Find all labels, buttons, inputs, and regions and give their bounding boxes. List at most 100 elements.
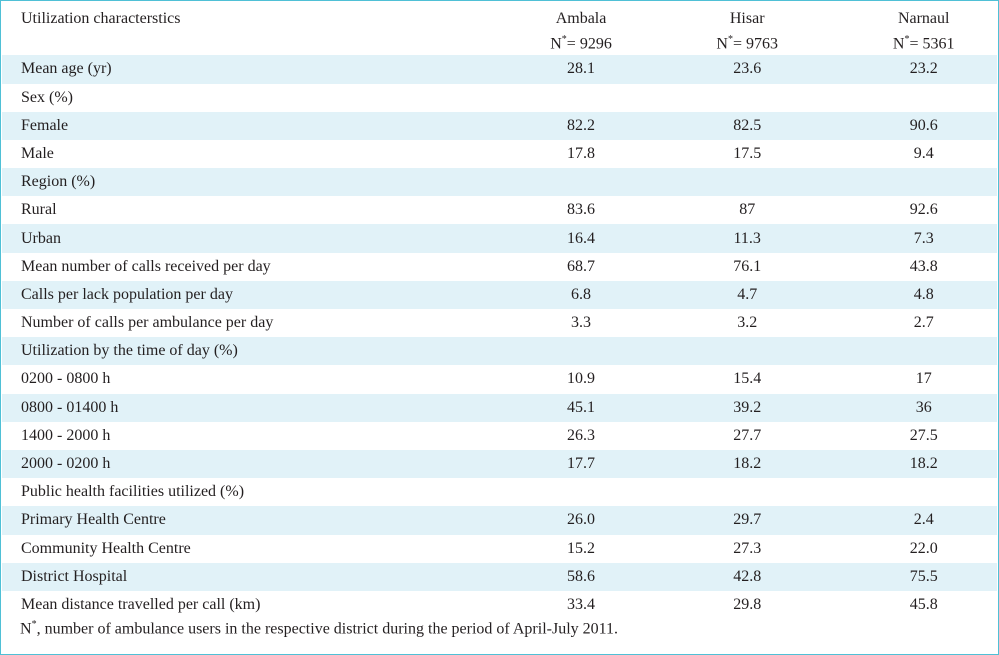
header-district-name: Narnaul: [897, 10, 950, 27]
cell-ambala: [518, 84, 644, 112]
header-ambala: Ambala N*= 9296: [518, 1, 644, 55]
utilization-table: Utilization characterstics Ambala N*= 92…: [2, 1, 997, 620]
row-label: Mean age (yr): [21, 60, 112, 78]
cell-ambala: 16.4: [567, 229, 596, 247]
table-row: 0800 - 01400 h 45.1 39.2 36: [2, 393, 997, 422]
header-district-name: Ambala: [555, 10, 607, 27]
header-narnaul: Narnaul N*= 5361: [850, 1, 997, 55]
cell-hisar: 29.8: [733, 595, 762, 613]
cell-hisar: 17.5: [733, 144, 762, 162]
cell-ambala: 83.6: [567, 201, 596, 219]
cell-hisar: 76.1: [733, 257, 762, 275]
cell-ambala: 6.8: [571, 285, 592, 303]
header-n-sup: *: [561, 34, 567, 45]
cell-narnaul: [850, 478, 997, 506]
header-n-label: N: [550, 35, 562, 53]
header-n-label: N: [892, 35, 905, 53]
cell-hisar: 42.8: [733, 567, 762, 585]
cell-hisar: [644, 168, 850, 196]
table-row: Region (%): [2, 168, 997, 197]
table-row: Male 17.8 17.5 9.4: [2, 139, 997, 169]
cell-narnaul: 2.4: [913, 511, 934, 529]
cell-hisar: 4.7: [737, 285, 758, 303]
cell-narnaul: 4.8: [913, 285, 934, 303]
table-row: Mean age (yr) 28.1 23.6 23.2: [2, 55, 997, 84]
row-label: 0800 - 01400 h: [21, 398, 119, 416]
cell-narnaul: 27.5: [909, 426, 938, 444]
cell-narnaul: 9.4: [913, 144, 934, 162]
header-n-label: N: [716, 35, 728, 53]
cell-narnaul: 22.0: [909, 539, 938, 557]
cell-narnaul: 90.6: [909, 116, 938, 134]
row-label: Calls per lack population per day: [21, 285, 233, 303]
cell-ambala: 3.3: [571, 314, 592, 332]
cell-narnaul: 43.8: [909, 257, 938, 275]
cell-narnaul: 7.3: [913, 229, 934, 247]
table-row: Primary Health Centre 26.0 29.7 2.4: [2, 506, 997, 535]
table-row: Urban 16.4 11.3 7.3: [2, 224, 997, 253]
row-label: Region (%): [21, 173, 96, 191]
row-label: Primary Health Centre: [21, 511, 166, 529]
row-label: Community Health Centre: [21, 539, 191, 557]
header-n-sup: *: [727, 34, 733, 45]
cell-ambala: 15.2: [567, 539, 596, 557]
header-n-value: = 9763: [732, 35, 778, 53]
cell-ambala: 26.3: [567, 426, 596, 444]
header-n-value: = 9296: [566, 35, 612, 53]
row-label: Mean number of calls received per day: [21, 257, 271, 275]
table-row: 0200 - 0800 h 10.9 15.4 17: [2, 365, 997, 394]
cell-ambala: 26.0: [567, 511, 596, 529]
header-hisar: Hisar N*= 9763: [644, 1, 850, 55]
cell-hisar: [644, 84, 850, 112]
table-row: Mean distance travelled per call (km) 33.…: [2, 590, 997, 620]
row-label: Mean distance travelled per call (km): [21, 595, 261, 613]
row-label: Male: [21, 144, 54, 162]
table-row: Number of calls per ambulance per day 3.3…: [2, 309, 997, 338]
table-row: Sex (%): [2, 83, 997, 112]
cell-ambala: [518, 337, 644, 365]
row-label: District Hospital: [21, 567, 128, 585]
table-row: Public health facilities utilized (%): [2, 478, 997, 507]
table-row: Community Health Centre 15.2 27.3 22.0: [2, 534, 997, 563]
row-label: Rural: [21, 201, 57, 219]
header-district-name: Hisar: [729, 10, 765, 27]
cell-ambala: 33.4: [567, 595, 596, 613]
cell-hisar: 39.2: [733, 398, 762, 416]
cell-narnaul: [850, 84, 997, 112]
cell-ambala: 45.1: [567, 398, 596, 416]
table-row: District Hospital 58.6 42.8 75.5: [2, 562, 997, 591]
cell-ambala: 68.7: [567, 257, 596, 275]
header-n-value: = 5361: [909, 35, 955, 53]
cell-hisar: 3.2: [737, 314, 758, 332]
footnote-sup: *: [31, 619, 37, 630]
cell-ambala: 17.7: [567, 455, 596, 473]
cell-hisar: [644, 337, 850, 365]
cell-narnaul: 17: [915, 370, 932, 388]
table-row: Rural 83.6 87 92.6: [2, 196, 997, 225]
row-label: Urban: [21, 229, 61, 247]
header-characteristics: Utilization characterstics: [21, 10, 181, 27]
row-label: 0200 - 0800 h: [21, 370, 111, 388]
cell-narnaul: 2.7: [913, 314, 934, 332]
footnote-mark: N: [20, 620, 32, 638]
table-row: Calls per lack population per day 6.8 4.7 4…: [2, 280, 997, 310]
cell-hisar: 82.5: [733, 116, 762, 134]
row-label: Number of calls per ambulance per day: [21, 314, 274, 332]
cell-ambala: 10.9: [567, 370, 596, 388]
row-label: Female: [21, 116, 69, 134]
table-row: 1400 - 2000 h 26.3 27.7 27.5: [2, 421, 997, 450]
table-row: Utilization by the time of day (%): [2, 337, 997, 366]
cell-hisar: 27.7: [733, 426, 762, 444]
cell-hisar: 87: [739, 201, 756, 219]
cell-hisar: 11.3: [733, 229, 761, 247]
cell-ambala: 82.2: [567, 116, 596, 134]
cell-ambala: [518, 478, 644, 506]
row-label: Public health facilities utilized (%): [21, 483, 245, 501]
table-header-row: Utilization characterstics Ambala N*= 92…: [2, 1, 997, 56]
cell-hisar: 29.7: [733, 511, 762, 529]
cell-hisar: 15.4: [733, 370, 762, 388]
table-footnote: N*, number of ambulance users in the res…: [20, 619, 618, 638]
row-label: Sex (%): [21, 88, 73, 106]
table-row: Female 82.2 82.5 90.6: [2, 111, 997, 140]
